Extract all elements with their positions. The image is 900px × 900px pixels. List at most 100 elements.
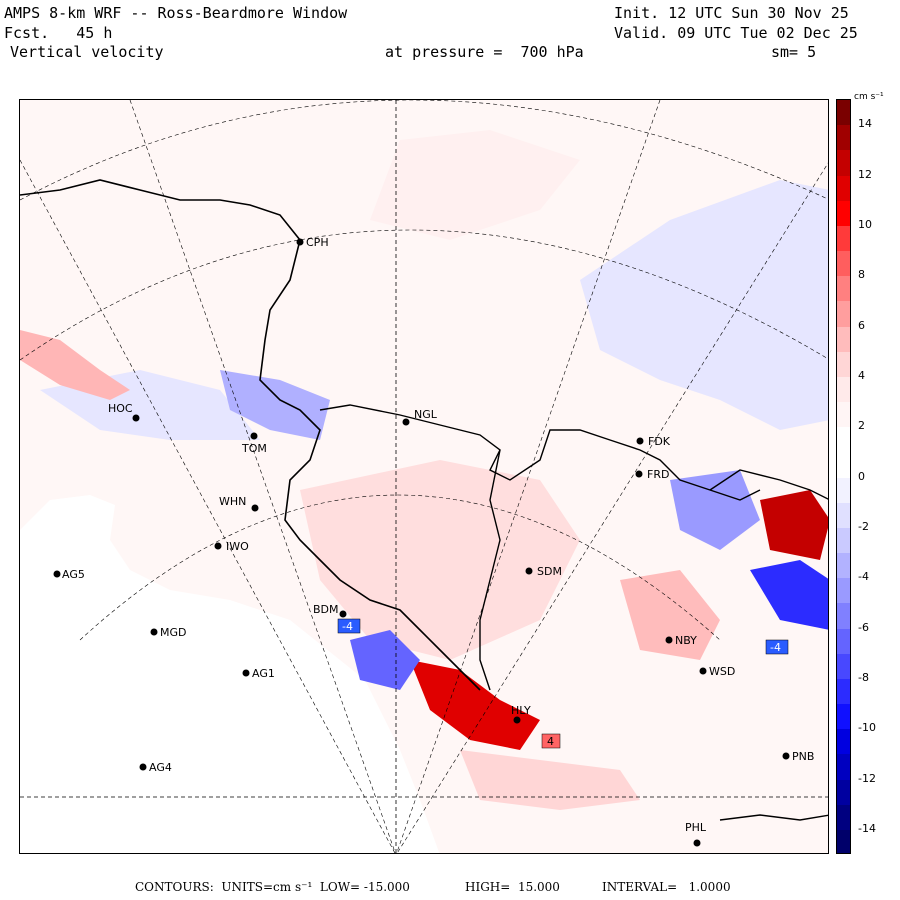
colorbar-segment bbox=[837, 452, 850, 479]
station-dot-ag1 bbox=[242, 669, 250, 677]
pink-shade-west-band bbox=[20, 330, 130, 400]
colorbar-tick: 6 bbox=[858, 318, 865, 332]
map-panel: CPH HOC TOM NGL FDK FRD WHN IWO AG5 SDM BDM MGD AG1 N… bbox=[19, 99, 829, 854]
colorbar-segment bbox=[837, 200, 850, 227]
red-shade-east-1 bbox=[760, 490, 828, 560]
colorbar-segment bbox=[837, 175, 850, 202]
colorbar-segment bbox=[837, 628, 850, 655]
colorbar-tick: -8 bbox=[858, 670, 869, 684]
station-dot-mgd bbox=[150, 628, 158, 636]
colorbar-segment bbox=[837, 578, 850, 605]
pink-shade-ross-area bbox=[300, 460, 580, 660]
colorbar-segment bbox=[837, 704, 850, 731]
colorbar-segment bbox=[837, 251, 850, 278]
station-label-ag1: AG1 bbox=[252, 667, 275, 680]
colorbar-tick: -10 bbox=[858, 721, 876, 735]
title: AMPS 8-km WRF -- Ross-Beardmore Window bbox=[4, 4, 348, 22]
low-marker-box bbox=[337, 618, 361, 634]
station-dot-iwo bbox=[214, 542, 222, 550]
low-marker: -4 bbox=[342, 620, 353, 633]
grid-meridian-west-2 bbox=[20, 159, 396, 853]
init-time: Init. 12 UTC Sun 30 Nov 25 bbox=[614, 4, 849, 22]
station-label-hoc: HOC bbox=[108, 402, 133, 415]
colorbar-tick: 10 bbox=[858, 217, 872, 231]
station-dot-ag5 bbox=[53, 570, 61, 578]
colorbar-segment bbox=[837, 351, 850, 378]
station-label-pnb: PNB bbox=[792, 750, 814, 763]
colorbar-tick: -2 bbox=[858, 519, 869, 533]
station-dot-bdm bbox=[339, 610, 347, 618]
station-dot-ag4 bbox=[139, 763, 147, 771]
footer-interval: INTERVAL= 1.0000 bbox=[602, 880, 731, 894]
colorbar-tick: 2 bbox=[858, 419, 865, 433]
blue-shade-north-plain bbox=[370, 130, 580, 240]
coastline-ross-front bbox=[479, 449, 501, 691]
colorbar-segment bbox=[837, 553, 850, 580]
coastline-transantarctic bbox=[20, 179, 481, 691]
colorbar-segment bbox=[837, 100, 850, 127]
colorbar-units: cm s⁻¹ bbox=[854, 92, 884, 102]
high-marker-box bbox=[541, 733, 561, 749]
station-label-iwo: IWO bbox=[226, 540, 249, 553]
colorbar-tick: -4 bbox=[858, 570, 869, 584]
colorbar-segment bbox=[837, 125, 850, 152]
footer-contours: CONTOURS: UNITS=cm s⁻¹ LOW= -15.000 bbox=[135, 880, 410, 894]
station-dot-phl bbox=[693, 839, 701, 847]
blue-shade-coast-1 bbox=[350, 630, 420, 690]
colorbar-tick: -6 bbox=[858, 620, 869, 634]
station-label-sdm: SDM bbox=[537, 565, 562, 578]
extrema-markers: -4 4 -4 bbox=[337, 618, 789, 749]
valid-time: Valid. 09 UTC Tue 02 Dec 25 bbox=[614, 24, 858, 42]
no-data-region bbox=[20, 495, 440, 853]
colorbar-segment bbox=[837, 427, 850, 454]
blue-shade-coastal bbox=[220, 370, 330, 440]
station-label-fdk: FDK bbox=[648, 435, 671, 448]
station-label-mgd: MGD bbox=[160, 626, 187, 639]
colorbar-segment bbox=[837, 150, 850, 177]
colorbar-tick: 14 bbox=[858, 117, 872, 131]
colorbar-tick: 4 bbox=[858, 368, 865, 382]
station-dot-whn bbox=[251, 504, 259, 512]
coastlines bbox=[20, 179, 828, 821]
station-dot-pnb bbox=[782, 752, 790, 760]
no-data-region-shape bbox=[20, 495, 440, 853]
station-dot-sdm bbox=[525, 567, 533, 575]
colorbar-segment bbox=[837, 376, 850, 403]
station-dot-fdk bbox=[636, 437, 644, 445]
colorbar-segment bbox=[837, 779, 850, 806]
colorbar-segment bbox=[837, 225, 850, 252]
station-dot-ngl bbox=[402, 418, 410, 426]
blue-shade-east-plateau bbox=[580, 180, 828, 430]
blue-shade-east-2 bbox=[670, 470, 760, 550]
colorbar-segment bbox=[837, 502, 850, 529]
colorbar-segment bbox=[837, 326, 850, 353]
red-shade-coast-1 bbox=[410, 660, 540, 750]
station-label-hly: HLY bbox=[511, 704, 531, 717]
east-low-marker-box bbox=[765, 639, 789, 655]
station-label-nby: NBY bbox=[675, 634, 697, 647]
station-dot-hly bbox=[513, 716, 521, 724]
field-name: Vertical velocity bbox=[10, 43, 164, 61]
high-marker: 4 bbox=[547, 735, 554, 748]
station-label-ngl: NGL bbox=[414, 408, 438, 421]
coastline-ice-shelf bbox=[319, 404, 761, 501]
station-label-bdm: BDM bbox=[313, 603, 339, 616]
colorbar-tick: -14 bbox=[858, 821, 876, 835]
colorbar-segment bbox=[837, 754, 850, 781]
station-label-wsd: WSD bbox=[709, 665, 735, 678]
colorbar-tick: 8 bbox=[858, 268, 865, 282]
colorbar-tick: -12 bbox=[858, 771, 876, 785]
colorbar-tick: 0 bbox=[858, 469, 865, 483]
station-dot-frd bbox=[635, 470, 643, 478]
colorbar-segment bbox=[837, 804, 850, 831]
blue-shade-east-1 bbox=[750, 560, 828, 630]
station-label-ag5: AG5 bbox=[62, 568, 85, 581]
pink-shade-east-2 bbox=[620, 570, 720, 660]
station-label-phl: PHL bbox=[685, 821, 707, 834]
forecast-hour: Fcst. 45 h bbox=[4, 24, 113, 42]
grid-lines bbox=[20, 100, 828, 853]
colorbar-segment bbox=[837, 678, 850, 705]
grid-parallel-outer bbox=[20, 100, 828, 201]
colorbar-segment bbox=[837, 301, 850, 328]
